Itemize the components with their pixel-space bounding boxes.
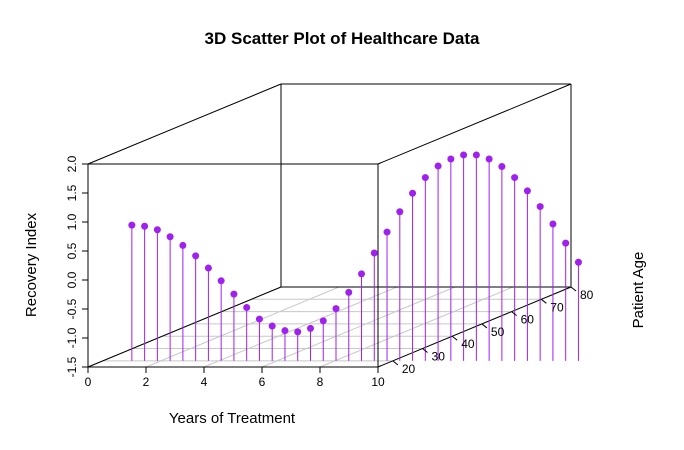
- data-point: [179, 241, 187, 249]
- data-point: [294, 328, 302, 336]
- z-tick-label: -0.5: [65, 298, 79, 319]
- x-tick-label: 6: [259, 375, 266, 389]
- y-axis-label: Patient Age: [630, 252, 647, 329]
- grid-line-x: [261, 286, 456, 368]
- data-point: [511, 174, 519, 182]
- z-tick-label: 1.5: [65, 184, 79, 201]
- data-point: [358, 270, 366, 278]
- x-tick-label: 8: [317, 375, 324, 389]
- z-tick-label: -1.0: [65, 327, 79, 348]
- data-point: [306, 324, 314, 332]
- data-point: [498, 163, 506, 171]
- bounding-box: [87, 83, 572, 368]
- data-point: [128, 221, 136, 229]
- chart-title: 3D Scatter Plot of Healthcare Data: [205, 29, 480, 48]
- data-point: [255, 315, 263, 323]
- grid-line-x: [203, 286, 398, 368]
- data-point: [319, 317, 327, 325]
- data-point: [383, 228, 391, 236]
- x-tick-label: 2: [143, 375, 150, 389]
- data-point: [396, 208, 404, 216]
- z-tick-label: 0.5: [65, 242, 79, 259]
- data-point: [536, 203, 544, 211]
- data-point: [217, 277, 225, 285]
- x-tick-label: 0: [85, 375, 92, 389]
- data-point: [409, 189, 417, 197]
- z-axis-label: Recovery Index: [23, 212, 40, 317]
- data-point: [549, 220, 557, 228]
- data-point: [447, 155, 455, 163]
- y-tick-label: 40: [461, 337, 475, 351]
- x-axis-label: Years of Treatment: [169, 410, 296, 427]
- data-point: [434, 162, 442, 170]
- data-point: [166, 233, 174, 241]
- x-tick-label: 10: [371, 375, 385, 389]
- z-tick-label: -1.5: [65, 356, 79, 377]
- y-tick-label: 50: [491, 325, 505, 339]
- data-point: [192, 252, 200, 260]
- y-tick-label: 70: [550, 300, 564, 314]
- y-tick-label: 20: [402, 362, 416, 376]
- data-point: [204, 264, 212, 272]
- data-point: [268, 322, 276, 330]
- y-tick-mark: [451, 335, 458, 341]
- data-point: [574, 258, 582, 266]
- data-point: [485, 155, 493, 163]
- box-edge: [377, 286, 572, 368]
- z-tick-label: 0.0: [65, 271, 79, 288]
- grid-line-x: [319, 286, 514, 368]
- axis-ticks: 0 2 4 6 8 10 20 30 40 50 60 70 80 -1.5 -1.0 -0.5 0.0 0.5 1…: [65, 155, 594, 389]
- data-point: [153, 226, 161, 234]
- y-tick-label: 80: [580, 288, 594, 302]
- data-point: [562, 239, 570, 247]
- y-tick-mark: [511, 311, 517, 317]
- data-point: [345, 288, 353, 296]
- y-tick-mark: [422, 348, 428, 353]
- grid-line-x: [145, 286, 340, 368]
- data-point: [421, 174, 429, 182]
- y-tick-mark: [540, 298, 547, 304]
- y-tick-label: 60: [521, 313, 535, 327]
- data-point: [472, 151, 480, 159]
- data-point: [230, 290, 238, 298]
- data-point: [370, 249, 378, 257]
- stem-lines: [131, 154, 579, 361]
- y-tick-mark: [570, 286, 577, 292]
- data-point: [243, 303, 251, 311]
- z-tick-label: 1.0: [65, 213, 79, 230]
- data-point: [523, 187, 531, 195]
- data-point: [141, 222, 149, 230]
- box-edge: [87, 286, 282, 368]
- x-tick-label: 4: [201, 375, 208, 389]
- box-edge: [377, 83, 572, 165]
- y-tick-mark: [392, 360, 399, 366]
- box-edge: [87, 83, 282, 165]
- data-point: [332, 305, 340, 313]
- y-tick-mark: [481, 323, 488, 329]
- data-points: [128, 151, 582, 336]
- data-point: [281, 327, 289, 335]
- data-point: [460, 151, 468, 159]
- z-tick-label: 2.0: [65, 155, 79, 172]
- y-tick-label: 30: [432, 350, 446, 364]
